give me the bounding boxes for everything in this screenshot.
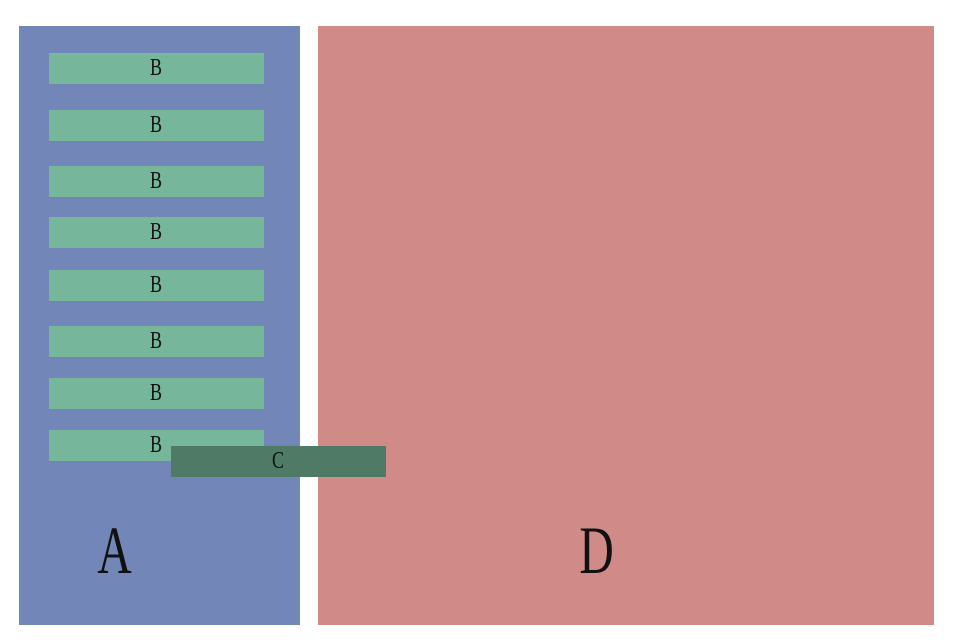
- item-label: B: [150, 432, 163, 458]
- item-label: B: [150, 328, 163, 354]
- panel-d: [318, 26, 934, 625]
- item-label: B: [150, 380, 163, 406]
- panel-a-label: A: [97, 512, 132, 588]
- list-item[interactable]: B: [49, 53, 264, 84]
- list-item[interactable]: B: [49, 166, 264, 197]
- list-item[interactable]: B: [49, 110, 264, 141]
- item-label: B: [150, 55, 163, 81]
- item-label: B: [150, 272, 163, 298]
- list-item[interactable]: B: [49, 378, 264, 409]
- list-item[interactable]: B: [49, 270, 264, 301]
- item-label: B: [150, 112, 163, 138]
- overlay-item[interactable]: C: [171, 446, 386, 477]
- overlay-label: C: [272, 448, 285, 474]
- item-label: B: [150, 168, 163, 194]
- item-label: B: [150, 219, 163, 245]
- panel-d-label: D: [579, 512, 614, 588]
- list-item[interactable]: B: [49, 326, 264, 357]
- list-item[interactable]: B: [49, 217, 264, 248]
